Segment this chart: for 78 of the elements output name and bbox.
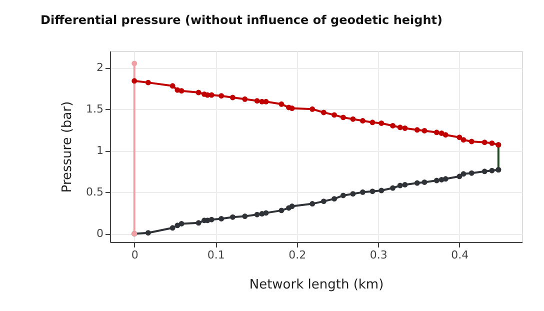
point	[402, 125, 408, 131]
point	[340, 114, 346, 120]
point	[460, 137, 466, 143]
y-tick-label: 1.5	[86, 102, 104, 116]
point	[468, 170, 474, 176]
point	[263, 98, 269, 104]
point	[442, 176, 448, 182]
point	[414, 127, 420, 133]
point	[468, 138, 474, 144]
point	[254, 212, 260, 218]
point	[434, 178, 440, 184]
point	[442, 132, 448, 138]
point	[390, 185, 396, 191]
x-tick-label: 0	[131, 248, 138, 262]
point	[434, 130, 440, 136]
point	[170, 83, 176, 89]
y-tick-label: 0.5	[86, 186, 104, 199]
y-axis-title: Pressure (bar)	[60, 101, 76, 193]
point	[350, 191, 356, 197]
point	[278, 101, 284, 107]
chart-title: Differential pressure (without influence of geodetic height)	[40, 13, 442, 27]
point	[145, 80, 151, 86]
x-axis-title: Network length (km)	[249, 278, 384, 292]
point	[263, 210, 269, 216]
point	[456, 174, 462, 180]
point	[482, 140, 488, 146]
point	[482, 168, 488, 174]
point	[242, 214, 248, 219]
x-tick-label: 0.4	[451, 248, 469, 262]
point	[230, 94, 236, 100]
point	[218, 216, 224, 222]
point	[230, 214, 236, 220]
point	[456, 134, 462, 140]
point	[397, 124, 403, 130]
x-tick-label: 0.2	[288, 248, 306, 262]
point	[289, 204, 295, 210]
point	[489, 140, 495, 146]
point	[178, 88, 184, 94]
point	[320, 110, 326, 116]
point	[340, 192, 346, 198]
point	[370, 188, 376, 194]
point	[422, 128, 428, 134]
point	[370, 120, 376, 126]
point	[178, 220, 184, 226]
point	[378, 120, 384, 126]
point	[278, 208, 284, 214]
point	[310, 201, 316, 207]
point	[332, 112, 338, 118]
point	[320, 198, 326, 204]
point	[397, 182, 403, 188]
point	[289, 106, 295, 112]
point	[132, 60, 138, 66]
point	[414, 180, 420, 186]
point	[254, 98, 260, 104]
point	[460, 171, 466, 177]
point	[208, 216, 214, 222]
x-tick-label: 0.1	[207, 248, 225, 262]
y-tick-label: 1	[96, 144, 104, 158]
point	[196, 220, 202, 226]
point	[390, 123, 396, 128]
point	[360, 189, 366, 195]
point	[196, 90, 202, 96]
y-tick-label: 2	[96, 61, 104, 74]
point	[422, 179, 428, 185]
y-tick-label: 0	[96, 227, 104, 240]
x-tick-label: 0.3	[370, 248, 388, 262]
point	[378, 188, 384, 194]
point	[132, 78, 138, 84]
point	[310, 106, 316, 112]
point	[170, 225, 176, 231]
point	[145, 230, 151, 236]
point	[242, 96, 248, 102]
point	[218, 93, 224, 99]
point	[350, 116, 356, 122]
point	[332, 196, 338, 202]
point	[489, 168, 495, 174]
point	[402, 182, 408, 188]
point	[360, 118, 366, 124]
